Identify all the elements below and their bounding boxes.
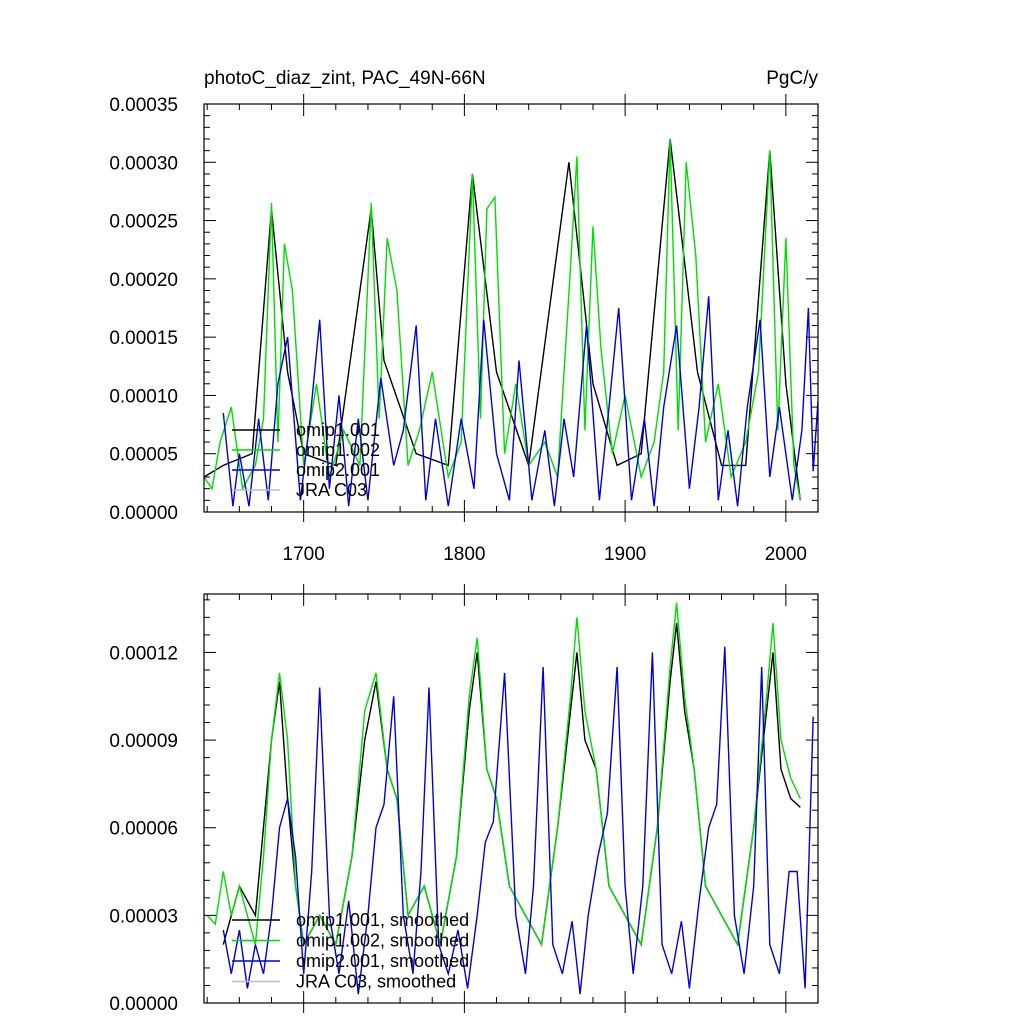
bottom-series-line-2 [206, 602, 801, 947]
top-plot-frame [203, 103, 819, 513]
top-series-line-1 [204, 138, 801, 501]
top-y-tick-label: 0.00030 [109, 153, 178, 174]
top-x-tick-label: 1800 [443, 544, 485, 565]
bottom-legend-label: omip2.001, smoothed [296, 951, 469, 971]
top-x-tick-label: 2000 [765, 544, 807, 565]
top-units: PgC/y [766, 68, 818, 89]
top-legend-label: omip2.001 [296, 460, 380, 480]
bottom-y-tick-label: 0.00009 [109, 731, 178, 752]
bottom-y-tick-label: 0.00012 [109, 643, 178, 664]
top-legend-label: omip1.001 [296, 420, 380, 440]
bottom-legend-label: omip1.002, smoothed [296, 931, 469, 951]
top-legend-label: omip1.002 [296, 440, 380, 460]
bottom-legend-label: JRA C03, smoothed [296, 972, 456, 992]
top-series-line-3 [222, 296, 818, 507]
bottom-plot-frame [203, 593, 819, 1004]
bottom-panel: 0.00000 0.00003 0.00006 0.00009 0.00012 omip1… [109, 584, 819, 1015]
top-y-tick-label: 0.00000 [109, 503, 178, 524]
bottom-y-tick-label: 0.00000 [109, 994, 178, 1015]
top-y-tick-label: 0.00015 [109, 328, 178, 349]
top-y-tick-label: 0.00005 [109, 445, 178, 466]
top-x-tick-label: 1700 [283, 544, 325, 565]
bottom-y-tick-label: 0.00003 [109, 906, 178, 927]
top-legend-label: JRA C03 [296, 480, 367, 500]
top-y-tick-label: 0.00025 [109, 212, 178, 233]
top-y-tick-label: 0.00010 [109, 386, 178, 407]
bottom-legend-label: omip1.001, smoothed [296, 910, 469, 930]
top-y-tick-label: 0.00035 [109, 95, 178, 116]
top-panel: photoC_diaz_zint, PAC_49N-66N PgC/y 0.00… [109, 68, 819, 565]
top-y-tick-label: 0.00020 [109, 270, 178, 291]
top-x-tick-label: 1900 [604, 544, 646, 565]
bottom-series-line-3 [222, 646, 814, 995]
top-title: photoC_diaz_zint, PAC_49N-66N [204, 68, 486, 89]
bottom-y-tick-label: 0.00006 [109, 819, 178, 840]
top-series-line-2 [204, 138, 801, 501]
